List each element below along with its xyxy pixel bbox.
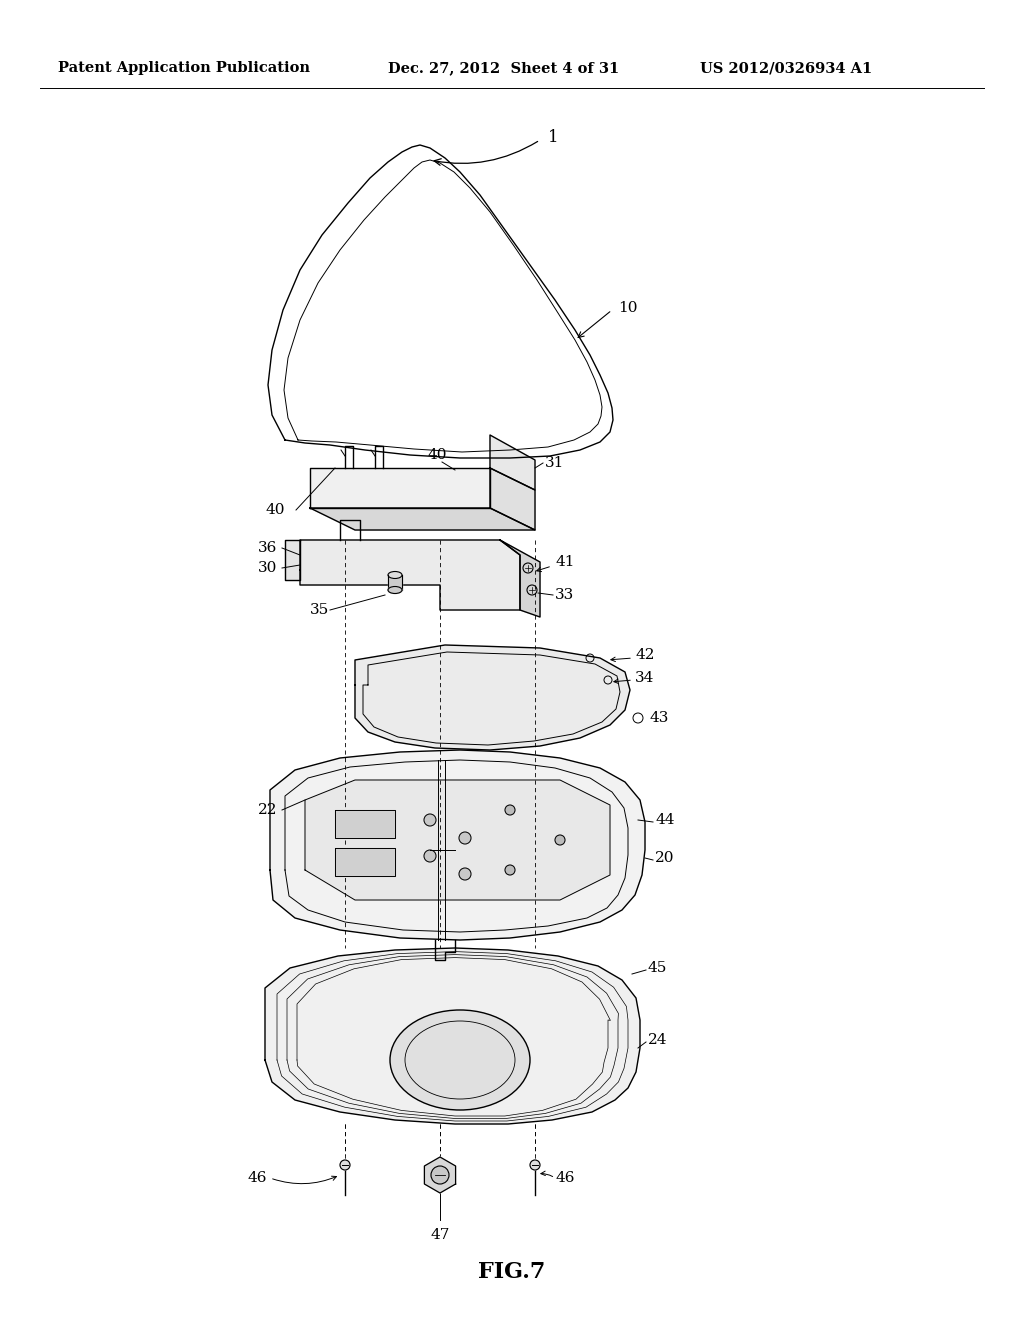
Ellipse shape — [388, 572, 402, 578]
Text: FIG.7: FIG.7 — [478, 1261, 546, 1283]
Circle shape — [424, 814, 436, 826]
Text: 34: 34 — [635, 671, 654, 685]
Text: 41: 41 — [555, 554, 574, 569]
Text: 46: 46 — [555, 1171, 574, 1185]
Ellipse shape — [388, 586, 402, 594]
Circle shape — [555, 836, 565, 845]
Text: 31: 31 — [545, 455, 564, 470]
Text: Dec. 27, 2012  Sheet 4 of 31: Dec. 27, 2012 Sheet 4 of 31 — [388, 61, 620, 75]
Polygon shape — [335, 810, 395, 838]
Circle shape — [505, 805, 515, 814]
Text: 40: 40 — [265, 503, 285, 517]
Polygon shape — [500, 540, 540, 616]
Text: 10: 10 — [618, 301, 638, 315]
Text: 44: 44 — [655, 813, 675, 828]
Circle shape — [340, 1160, 350, 1170]
Text: 24: 24 — [648, 1034, 668, 1047]
Text: US 2012/0326934 A1: US 2012/0326934 A1 — [700, 61, 872, 75]
Circle shape — [424, 850, 436, 862]
Text: 33: 33 — [555, 587, 574, 602]
Polygon shape — [300, 540, 520, 610]
Text: 1: 1 — [548, 129, 559, 147]
Polygon shape — [310, 508, 535, 531]
Polygon shape — [285, 540, 300, 579]
Circle shape — [459, 869, 471, 880]
Text: 45: 45 — [648, 961, 668, 975]
Polygon shape — [335, 847, 395, 876]
Polygon shape — [270, 750, 645, 940]
Ellipse shape — [390, 1010, 530, 1110]
Polygon shape — [355, 645, 630, 750]
Polygon shape — [265, 948, 640, 1125]
Text: 40: 40 — [428, 447, 447, 462]
Polygon shape — [490, 436, 535, 490]
Polygon shape — [490, 469, 535, 531]
Text: 35: 35 — [310, 603, 330, 616]
Text: 43: 43 — [650, 711, 670, 725]
Text: Patent Application Publication: Patent Application Publication — [58, 61, 310, 75]
Text: 30: 30 — [258, 561, 278, 576]
Circle shape — [505, 865, 515, 875]
Circle shape — [459, 832, 471, 843]
Polygon shape — [310, 469, 490, 508]
Circle shape — [431, 1166, 449, 1184]
Text: 47: 47 — [430, 1228, 450, 1242]
Polygon shape — [305, 780, 610, 900]
Circle shape — [530, 1160, 540, 1170]
Text: 46: 46 — [247, 1171, 266, 1185]
Polygon shape — [424, 1158, 456, 1193]
Text: 20: 20 — [655, 851, 675, 865]
Text: 22: 22 — [258, 803, 278, 817]
Bar — [388, 576, 402, 590]
Text: 42: 42 — [635, 648, 654, 663]
Text: 36: 36 — [258, 541, 278, 554]
